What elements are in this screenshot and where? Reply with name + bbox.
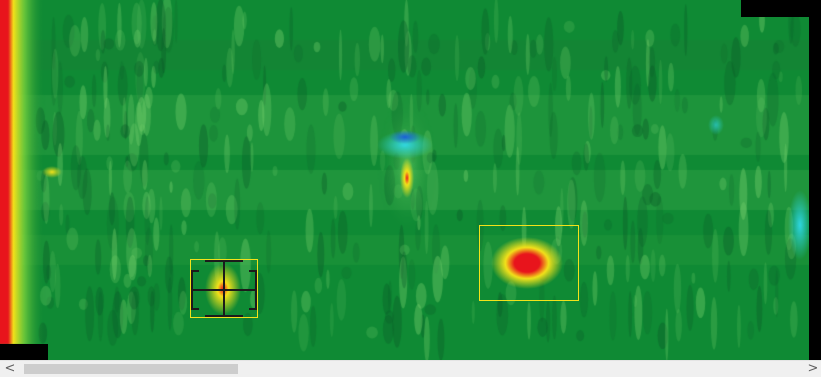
- scrollbar-thumb[interactable]: [24, 364, 238, 374]
- heatmap-viewer[interactable]: [0, 0, 821, 360]
- bottom-left-mask: [0, 344, 48, 360]
- crosshair-cap-top-right: [249, 270, 257, 272]
- crosshair-cap-bottom-left: [191, 308, 199, 310]
- crosshair-cap-top-left: [191, 270, 199, 272]
- crosshair-tick-left: [191, 270, 193, 310]
- crosshair-cap-bottom-right: [249, 308, 257, 310]
- selection-box-crosshair[interactable]: [190, 259, 258, 318]
- crosshair-tick-bottom: [205, 315, 243, 317]
- chevron-right-icon[interactable]: >: [807, 361, 819, 376]
- crosshair-tick-right: [255, 270, 257, 310]
- horizontal-scrollbar[interactable]: < >: [0, 360, 821, 377]
- crosshair-tick-top: [205, 260, 243, 262]
- selection-box-hotspot[interactable]: [479, 225, 579, 301]
- chevron-left-icon[interactable]: <: [4, 361, 16, 376]
- heatmap-image: [0, 0, 821, 360]
- right-edge-mask: [809, 17, 821, 360]
- top-right-mask: [741, 0, 821, 17]
- crosshair-vertical-line: [223, 260, 225, 317]
